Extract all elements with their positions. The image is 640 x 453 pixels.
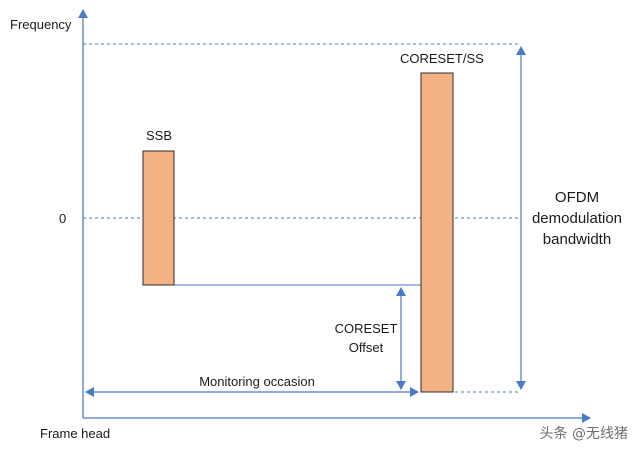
frequency-axis-label: Frequency (10, 17, 72, 32)
ofdm-label-line2: demodulation (532, 210, 622, 227)
watermark-text: 头条 @无线猪 (540, 425, 628, 442)
zero-label: 0 (59, 211, 66, 226)
monitoring-occasion-label: Monitoring occasion (199, 374, 315, 389)
ssb-label: SSB (146, 128, 172, 143)
ofdm-label-line3: bandwidth (543, 231, 611, 248)
ssb-block (142, 150, 175, 286)
coreset-offset-label-line1: CORESET (335, 321, 398, 336)
coreset-offset-label-line2: Offset (349, 340, 384, 355)
frame-head-label: Frame head (40, 426, 110, 441)
ofdm-label-line1: OFDM (555, 189, 599, 206)
coreset-ss-label: CORESET/SS (400, 51, 484, 66)
coreset-ss-block (420, 72, 454, 393)
